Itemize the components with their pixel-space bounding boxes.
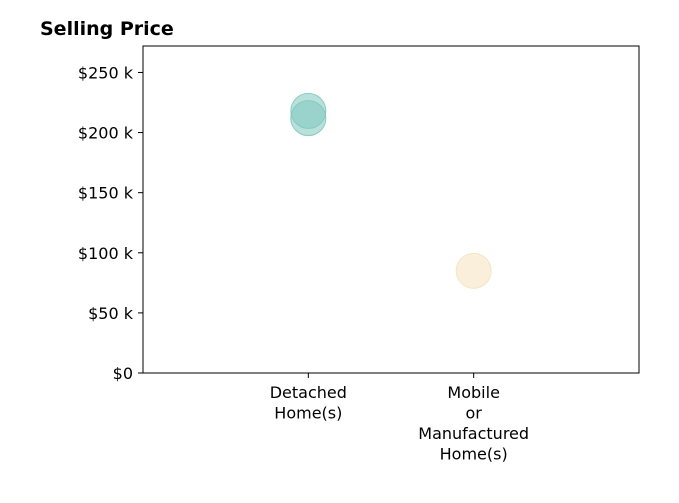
y-tick-label: $200 k (78, 124, 134, 143)
plot-area (142, 45, 640, 374)
y-tick-label: $0 (113, 364, 133, 383)
data-point (290, 100, 327, 137)
x-tick-label-line: Mobile (447, 383, 499, 402)
x-tick-label: Mobile or Manufactured Home(s) (418, 383, 529, 464)
x-tick-label-line: Detached (270, 383, 347, 402)
y-tick-label: $100 k (78, 244, 134, 263)
y-tick-label: $150 k (78, 184, 134, 203)
data-points (290, 92, 492, 289)
y-tick-label: $50 k (88, 304, 134, 323)
x-tick-label: Detached Home(s) (270, 383, 347, 423)
data-point (455, 252, 492, 289)
x-tick-label-line: Manufactured (418, 424, 529, 443)
x-tick-label-line: or (465, 404, 482, 423)
x-tick-label-line: Home(s) (274, 404, 342, 423)
y-axis: $0 $50 k $100 k $150 k $200 k $250 k (78, 63, 143, 383)
y-tick-label: $250 k (78, 63, 134, 82)
chart-title: Selling Price (40, 18, 174, 40)
x-tick-label-line: Home(s) (440, 445, 508, 464)
x-axis: Detached Home(s) Mobile or Manufactured Home(… (270, 373, 529, 464)
